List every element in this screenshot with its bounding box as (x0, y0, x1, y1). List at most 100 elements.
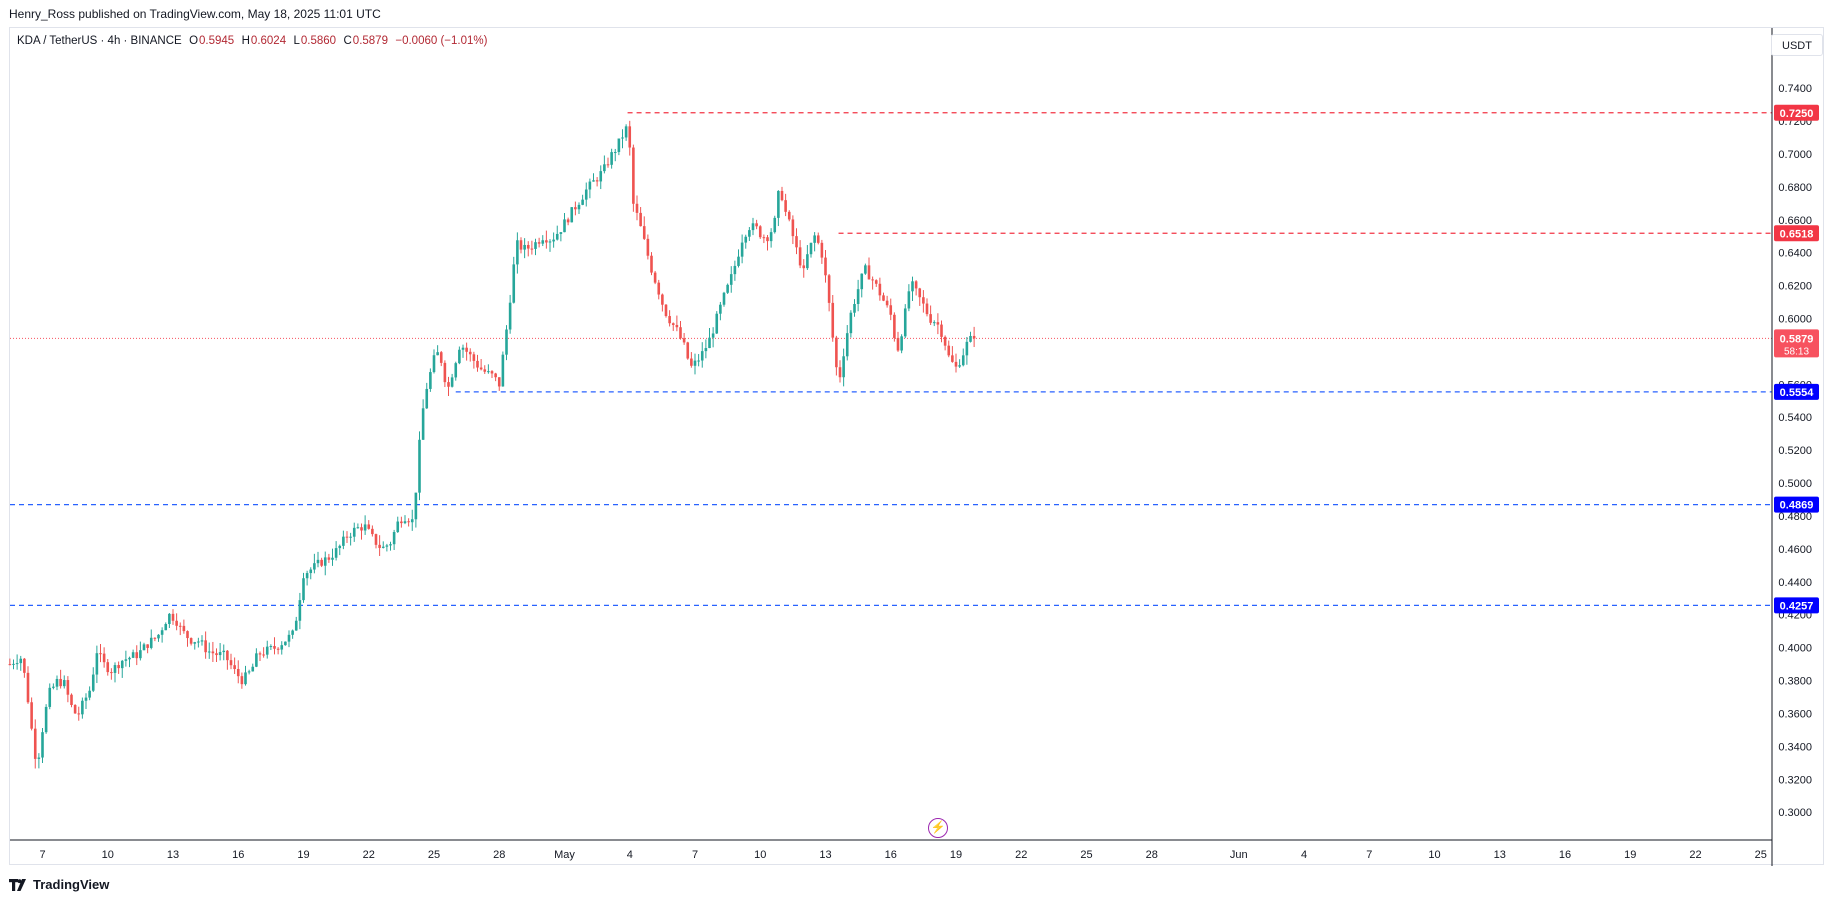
candle[interactable] (211, 641, 215, 663)
candle[interactable] (791, 215, 795, 245)
candle[interactable] (113, 662, 117, 683)
candle[interactable] (664, 304, 668, 318)
candle[interactable] (233, 657, 236, 674)
candle[interactable] (914, 280, 918, 296)
candle[interactable] (197, 637, 200, 648)
candle[interactable] (831, 295, 835, 342)
candle[interactable] (273, 637, 276, 655)
candle[interactable] (157, 634, 160, 642)
candle[interactable] (512, 256, 516, 304)
candle[interactable] (88, 686, 91, 701)
candle[interactable] (860, 273, 864, 298)
candle[interactable] (371, 525, 374, 537)
candle[interactable] (450, 373, 454, 388)
candle[interactable] (958, 359, 961, 368)
candle[interactable] (530, 240, 534, 255)
candle[interactable] (44, 704, 48, 734)
candle[interactable] (965, 336, 969, 365)
candle[interactable] (298, 592, 302, 630)
candle[interactable] (385, 543, 389, 552)
candle[interactable] (820, 239, 824, 264)
candle[interactable] (381, 541, 385, 549)
candle[interactable] (809, 242, 813, 258)
candle[interactable] (320, 557, 323, 568)
candle[interactable] (106, 659, 110, 676)
candle[interactable] (110, 668, 113, 680)
candle[interactable] (708, 328, 711, 349)
candle[interactable] (102, 647, 106, 668)
candle[interactable] (62, 675, 66, 689)
candle[interactable] (84, 693, 88, 710)
candle[interactable] (204, 631, 207, 659)
candle[interactable] (867, 257, 871, 280)
candle[interactable] (737, 249, 740, 268)
candle[interactable] (675, 315, 679, 332)
tradingview-brand[interactable]: TradingView (9, 877, 109, 892)
lightning-icon[interactable]: ⚡ (928, 818, 948, 838)
candle[interactable] (729, 266, 733, 293)
candle[interactable] (454, 361, 458, 381)
candle[interactable] (476, 354, 479, 372)
candle[interactable] (494, 372, 497, 382)
candle[interactable] (186, 630, 189, 647)
candle[interactable] (802, 259, 806, 278)
candle[interactable] (653, 270, 657, 285)
candle[interactable] (516, 232, 519, 274)
candle[interactable] (400, 516, 403, 528)
candle[interactable] (160, 627, 164, 643)
candle[interactable] (545, 230, 548, 249)
candle[interactable] (323, 551, 327, 576)
candle[interactable] (287, 630, 291, 648)
candle[interactable] (316, 551, 320, 568)
candle[interactable] (824, 249, 827, 283)
candle[interactable] (425, 382, 429, 409)
candle[interactable] (646, 234, 650, 260)
candle[interactable] (577, 202, 581, 214)
candle[interactable] (149, 629, 153, 650)
candle[interactable] (900, 334, 903, 354)
candle[interactable] (487, 364, 490, 374)
candle[interactable] (215, 648, 218, 662)
candle[interactable] (523, 238, 526, 259)
candle[interactable] (294, 616, 298, 631)
candle[interactable] (342, 530, 345, 550)
candle[interactable] (352, 522, 356, 542)
candle[interactable] (240, 672, 244, 689)
candle[interactable] (954, 353, 958, 373)
candle[interactable] (218, 643, 222, 661)
candle[interactable] (907, 284, 911, 312)
candle[interactable] (153, 637, 157, 642)
candle[interactable] (628, 120, 632, 156)
candle[interactable] (8, 658, 12, 666)
candle[interactable] (874, 279, 878, 287)
candle[interactable] (490, 370, 494, 378)
candle[interactable] (947, 340, 951, 358)
candle[interactable] (334, 541, 338, 561)
candle[interactable] (534, 238, 537, 256)
candle[interactable] (624, 124, 628, 141)
candle[interactable] (599, 165, 603, 190)
candle[interactable] (410, 509, 414, 531)
candle[interactable] (95, 645, 99, 684)
candle[interactable] (26, 666, 30, 704)
candle[interactable] (443, 360, 447, 388)
candle[interactable] (936, 313, 940, 335)
candle[interactable] (77, 706, 81, 721)
candle[interactable] (367, 520, 371, 530)
candle[interactable] (845, 325, 849, 361)
candle[interactable] (613, 148, 617, 162)
candle[interactable] (893, 312, 896, 342)
candle[interactable] (222, 644, 226, 661)
candle[interactable] (70, 693, 73, 708)
candle[interactable] (48, 683, 52, 710)
candle[interactable] (345, 531, 349, 543)
candle[interactable] (338, 544, 342, 556)
candle[interactable] (635, 195, 639, 221)
candle[interactable] (189, 637, 193, 646)
candle[interactable] (690, 352, 693, 368)
candle[interactable] (374, 533, 378, 549)
candle[interactable] (780, 186, 784, 202)
currency-button[interactable]: USDT (1771, 34, 1823, 56)
candle[interactable] (842, 348, 845, 387)
